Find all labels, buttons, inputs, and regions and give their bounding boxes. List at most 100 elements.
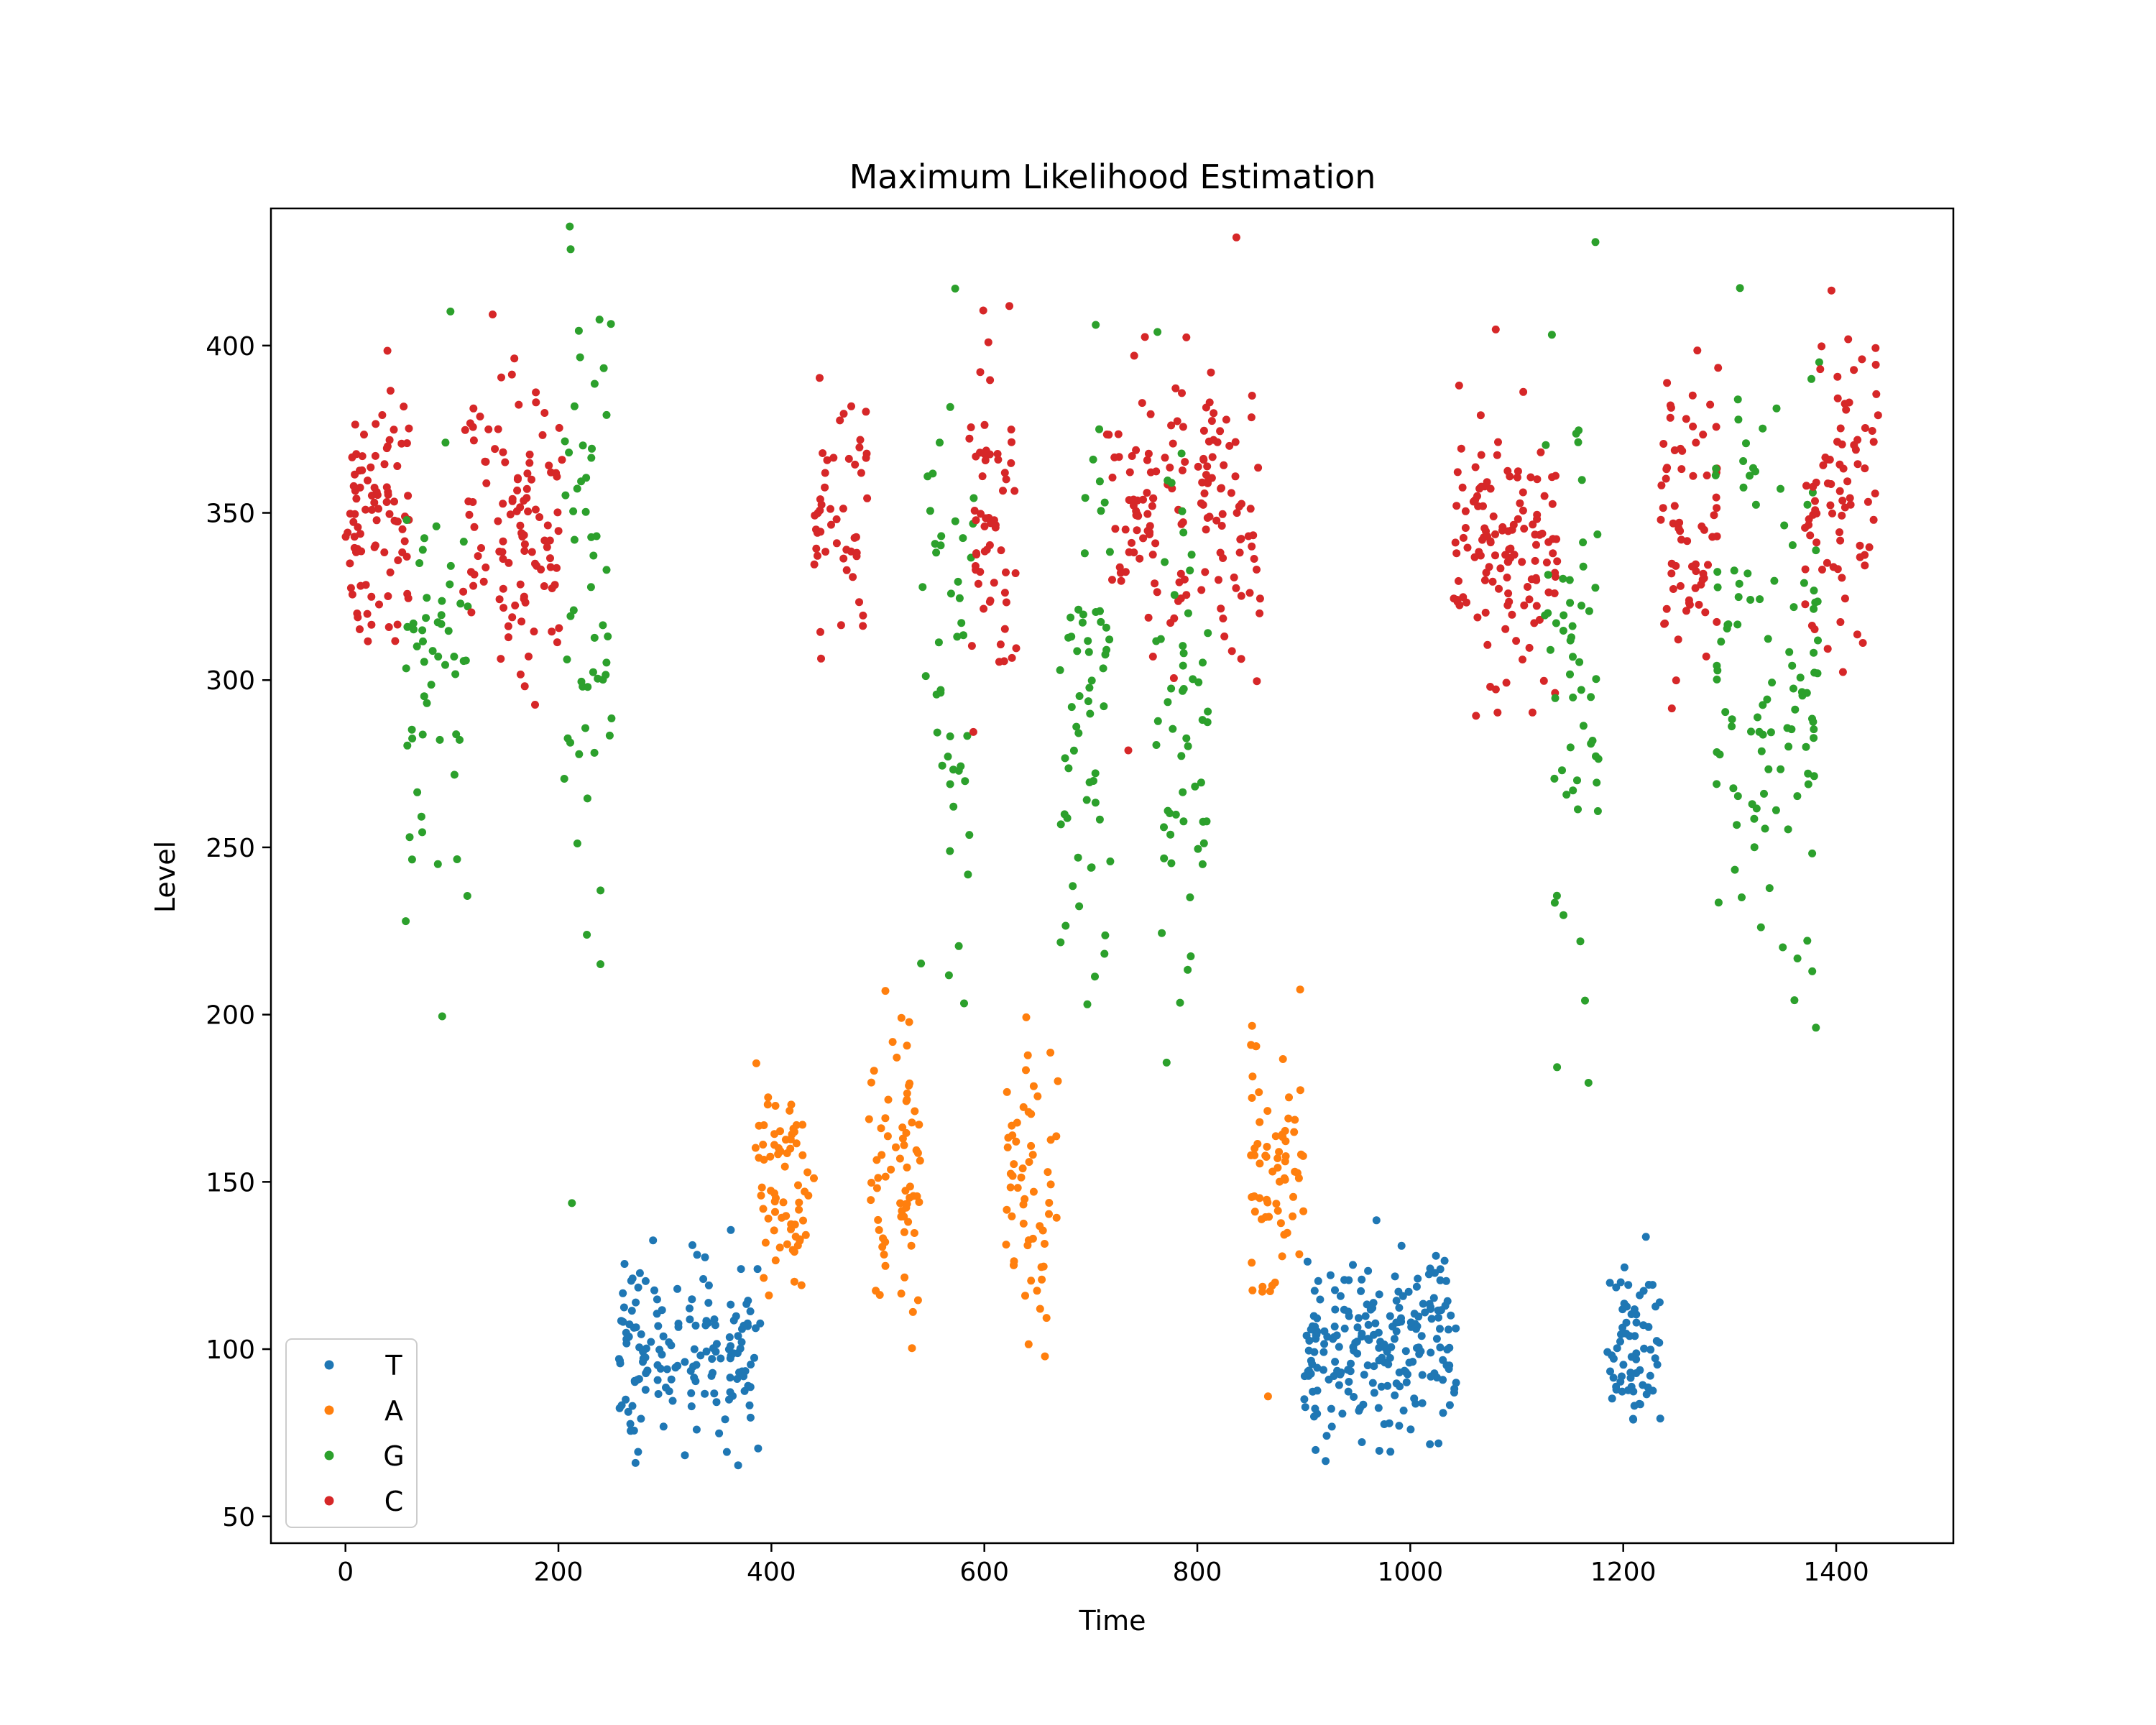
data-point-A	[751, 1144, 760, 1152]
data-point-C	[1514, 467, 1522, 476]
data-point-C	[499, 604, 508, 612]
data-point-C	[842, 546, 851, 554]
data-point-C	[1225, 441, 1234, 450]
data-point-T	[1358, 1275, 1366, 1284]
data-point-C	[1202, 471, 1210, 479]
data-point-A	[1284, 1114, 1293, 1123]
data-point-T	[634, 1283, 642, 1292]
x-tick-label: 800	[1173, 1558, 1222, 1587]
data-point-C	[525, 450, 534, 459]
data-point-C	[1253, 566, 1261, 574]
data-point-G	[1591, 238, 1600, 247]
legend-label-C: C	[384, 1486, 404, 1517]
data-point-C	[1525, 595, 1534, 604]
data-point-G	[1179, 661, 1187, 670]
data-point-G	[1100, 498, 1109, 507]
data-point-C	[814, 551, 821, 560]
data-point-G	[1575, 658, 1584, 666]
data-point-G	[1170, 591, 1179, 599]
data-point-G	[566, 222, 574, 231]
data-point-A	[875, 1225, 883, 1234]
data-point-A	[1039, 1262, 1048, 1271]
data-point-C	[1115, 563, 1124, 571]
data-point-C	[1455, 576, 1462, 585]
data-point-C	[1171, 384, 1180, 392]
data-point-G	[1553, 1063, 1562, 1072]
data-point-T	[1368, 1304, 1377, 1312]
x-tick-label: 400	[747, 1558, 796, 1587]
data-point-C	[1682, 607, 1690, 615]
data-point-G	[1187, 551, 1196, 559]
data-point-C	[1861, 424, 1869, 432]
data-point-T	[622, 1395, 630, 1404]
data-point-C	[1128, 538, 1135, 547]
data-point-C	[348, 453, 356, 461]
data-point-G	[934, 638, 943, 647]
data-point-C	[1688, 562, 1696, 571]
data-point-G	[1793, 954, 1802, 962]
data-point-T	[649, 1236, 658, 1245]
y-tick-label: 100	[206, 1335, 255, 1365]
data-point-C	[862, 408, 870, 416]
data-point-A	[902, 1097, 911, 1105]
data-point-G	[577, 677, 586, 686]
data-point-C	[1672, 676, 1680, 685]
data-point-G	[1089, 455, 1097, 464]
data-point-C	[1864, 497, 1872, 506]
data-point-C	[980, 420, 989, 429]
data-point-G	[932, 548, 941, 557]
data-point-G	[1558, 766, 1566, 775]
data-point-G	[1731, 865, 1739, 874]
data-point-C	[361, 505, 370, 514]
data-point-C	[1657, 481, 1666, 489]
data-point-T	[704, 1281, 713, 1289]
data-point-G	[1194, 845, 1202, 853]
data-point-G	[584, 683, 592, 691]
data-point-G	[602, 671, 610, 679]
data-point-T	[1417, 1332, 1426, 1340]
data-point-G	[583, 931, 591, 939]
data-point-A	[797, 1281, 806, 1289]
data-point-C	[1125, 548, 1133, 556]
data-point-T	[740, 1321, 748, 1330]
data-point-T	[712, 1398, 721, 1407]
data-point-C	[1865, 543, 1874, 551]
data-point-G	[463, 892, 471, 900]
data-point-C	[505, 633, 512, 642]
data-point-C	[1457, 444, 1465, 453]
y-axis-label: Level	[149, 841, 181, 913]
data-point-G	[418, 626, 427, 635]
data-point-C	[361, 581, 370, 589]
data-point-T	[708, 1355, 717, 1363]
data-point-A	[771, 1256, 780, 1265]
data-point-C	[1689, 472, 1697, 480]
data-point-A	[1263, 1107, 1272, 1116]
data-point-T	[1377, 1382, 1386, 1391]
data-point-G	[573, 484, 581, 493]
data-point-T	[627, 1307, 636, 1315]
data-point-C	[383, 346, 392, 355]
data-point-C	[1838, 668, 1847, 676]
data-point-A	[1008, 1212, 1016, 1220]
data-point-T	[712, 1340, 721, 1348]
data-point-C	[1540, 492, 1549, 500]
data-point-C	[499, 448, 507, 456]
data-point-G	[1166, 809, 1174, 817]
data-point-G	[433, 618, 442, 627]
data-point-C	[360, 431, 368, 439]
data-point-C	[1539, 676, 1548, 685]
data-point-G	[1812, 1024, 1820, 1032]
data-point-T	[1380, 1340, 1388, 1349]
data-point-C	[1232, 233, 1240, 242]
data-point-C	[1462, 598, 1470, 607]
data-point-C	[521, 598, 530, 607]
data-point-G	[1199, 658, 1207, 667]
data-point-G	[1573, 776, 1581, 785]
data-point-G	[1064, 764, 1073, 773]
data-point-G	[1807, 374, 1815, 383]
data-point-G	[1176, 998, 1184, 1007]
data-point-G	[1087, 676, 1096, 685]
data-point-C	[1479, 502, 1487, 510]
data-point-A	[801, 1187, 809, 1196]
